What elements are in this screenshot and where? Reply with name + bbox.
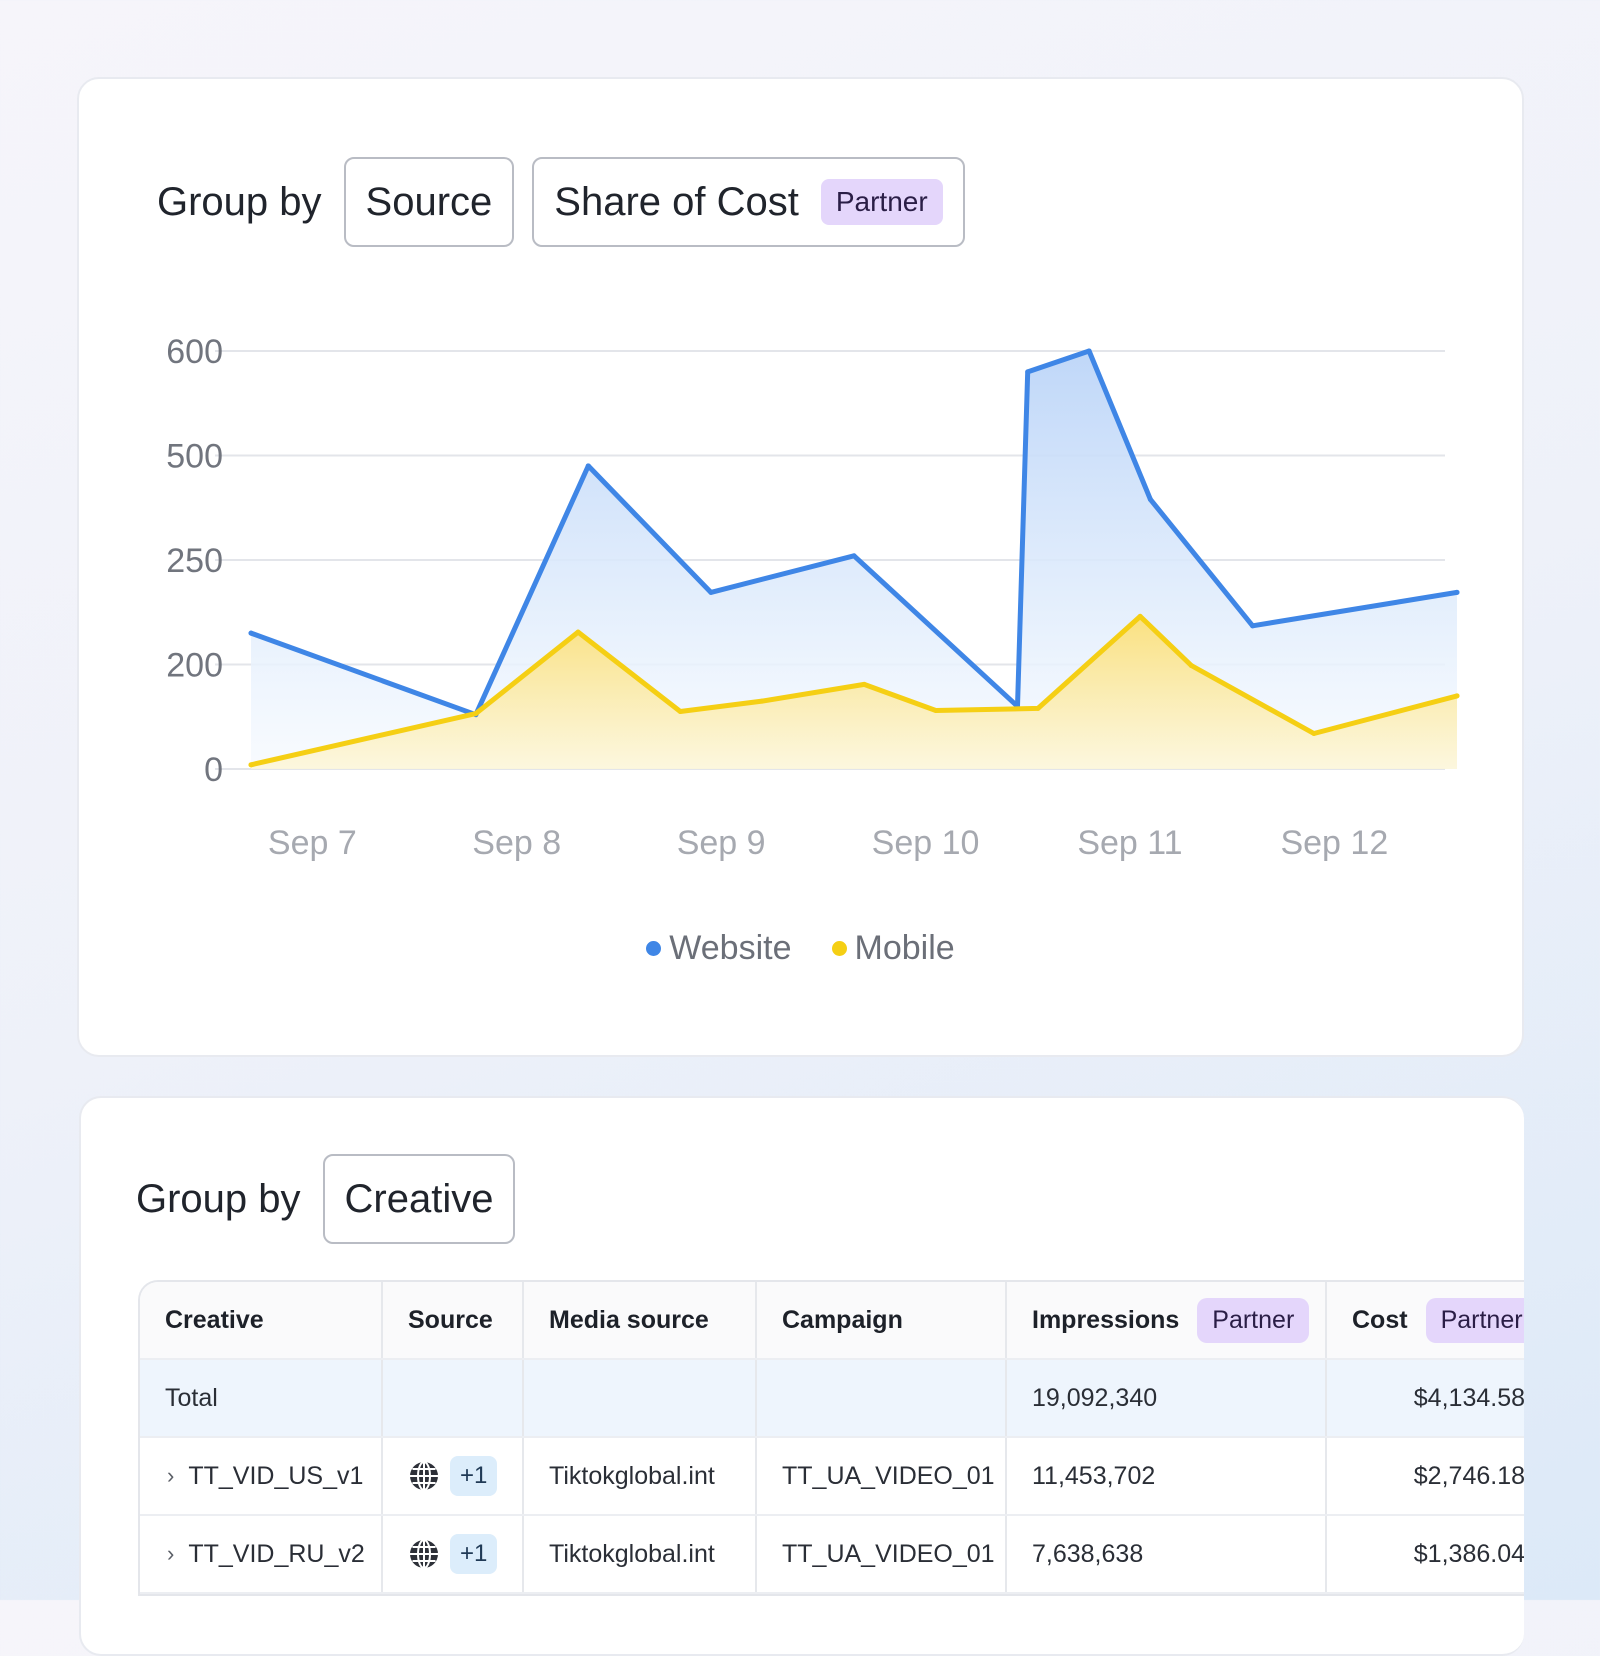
column-header-label: Source [408, 1305, 493, 1334]
column-header-cost[interactable]: Cost Partner [1327, 1282, 1524, 1358]
partner-badge: Partner [1425, 1297, 1524, 1343]
data-point-mobile [933, 707, 939, 713]
data-point-mobile [1454, 693, 1460, 699]
total-impressions: 19,092,340 [1007, 1360, 1327, 1436]
chart-legend: Website Mobile [79, 929, 1522, 968]
cost-cell: $1,386.04 [1413, 1539, 1524, 1568]
data-point-mobile [473, 711, 479, 717]
source-cell: +1 [383, 1516, 524, 1592]
source-extra-badge[interactable]: +1 [450, 1534, 498, 1574]
media-source-cell: Tiktokglobal.int [524, 1516, 757, 1592]
column-header-source[interactable]: Source [383, 1282, 524, 1358]
partner-badge: Partner [1197, 1297, 1310, 1343]
data-point-website [1086, 348, 1092, 354]
creative-pill[interactable]: Creative [322, 1154, 516, 1244]
table-total-row: Total 19,092,340 $4,134.58 [140, 1360, 1524, 1438]
legend-item-mobile[interactable]: Mobile [831, 929, 955, 968]
data-point-mobile [1137, 613, 1143, 619]
data-point-mobile [1311, 730, 1317, 736]
share-of-cost-label: Share of Cost [554, 179, 799, 224]
creative-cell: › TT_VID_US_v1 [140, 1438, 383, 1514]
legend-item-website[interactable]: Website [646, 929, 792, 968]
impressions-cell: 11,453,702 [1007, 1438, 1327, 1514]
column-header-creative[interactable]: Creative [140, 1282, 383, 1358]
chart-card: Group by Source Share of Cost Partner 0 2… [77, 77, 1524, 1057]
column-header-label: Impressions [1032, 1305, 1180, 1334]
data-point-website [1147, 496, 1153, 502]
legend-label-website: Website [669, 929, 792, 967]
data-point-mobile [861, 681, 867, 687]
column-header-label: Creative [165, 1305, 264, 1334]
source-pill[interactable]: Source [343, 157, 515, 247]
impressions-cell: 7,638,638 [1007, 1516, 1327, 1592]
creative-name: TT_VID_RU_v2 [188, 1539, 365, 1568]
media-source-cell: Tiktokglobal.int [524, 1438, 757, 1514]
partner-badge: Partner [820, 178, 943, 226]
share-of-cost-pill[interactable]: Share of Cost Partner [532, 157, 965, 247]
x-tick-label: Sep 8 [472, 824, 561, 862]
creative-name: TT_VID_US_v1 [188, 1461, 364, 1490]
legend-label-mobile: Mobile [854, 929, 955, 967]
campaign-cell: TT_UA_VIDEO_01 [757, 1516, 1007, 1592]
source-cell: +1 [383, 1438, 524, 1514]
total-cost: $4,134.58 [1413, 1383, 1524, 1412]
total-campaign-cell [757, 1360, 1007, 1436]
column-header-label: Cost [1352, 1305, 1408, 1334]
y-tick-label: 600 [166, 333, 223, 371]
x-tick-label: Sep 10 [872, 824, 980, 862]
website-dot-icon [646, 941, 662, 956]
column-header-campaign[interactable]: Campaign [757, 1282, 1007, 1358]
chevron-right-icon[interactable]: › [167, 1541, 175, 1566]
data-point-website [1454, 589, 1460, 595]
column-header-impressions[interactable]: Impressions Partner [1007, 1282, 1327, 1358]
table-header: Creative Source Media source Campaign Im… [140, 1282, 1524, 1360]
data-point-website [851, 553, 857, 559]
total-label: Total [140, 1360, 383, 1436]
creative-cell: › TT_VID_RU_v2 [140, 1516, 383, 1592]
y-tick-label: 250 [166, 542, 223, 580]
y-tick-label: 200 [166, 647, 223, 685]
data-point-mobile [677, 709, 683, 715]
x-tick-label: Sep 7 [268, 824, 357, 862]
column-header-label: Media source [549, 1305, 709, 1334]
mobile-dot-icon [831, 941, 847, 956]
data-point-website [1250, 623, 1256, 629]
table-row[interactable]: › TT_VID_RU_v2 +1 Tiktokglobal.int [140, 1516, 1524, 1594]
globe-icon [410, 1461, 438, 1491]
source-extra-badge[interactable]: +1 [450, 1456, 498, 1496]
area-chart: 0 200 250 500 600 Sep 7 Sep 8 Sep 9 Sep 10 Sep 11… [166, 333, 1460, 862]
x-tick-label: Sep 9 [677, 824, 766, 862]
y-tick-label: 500 [166, 438, 223, 476]
groupby-label: Group by [136, 1176, 301, 1221]
chevron-right-icon[interactable]: › [167, 1463, 175, 1488]
cost-cell: $2,746.18 [1413, 1461, 1524, 1490]
chart-groupby: Group by Source Share of Cost Partner [157, 157, 983, 247]
y-tick-label: 0 [204, 751, 223, 789]
data-point-mobile [1188, 663, 1194, 669]
source-pill-label: Source [365, 179, 493, 224]
data-point-mobile [575, 629, 581, 635]
data-point-website [248, 630, 254, 636]
data-point-mobile [248, 762, 254, 768]
x-tick-label: Sep 11 [1077, 824, 1182, 862]
data-point-website [585, 463, 591, 469]
x-tick-label: Sep 12 [1280, 824, 1388, 862]
column-header-media-source[interactable]: Media source [524, 1282, 757, 1358]
total-source-cell [383, 1360, 524, 1436]
data-point-mobile [1035, 705, 1041, 711]
table-row[interactable]: › TT_VID_US_v1 +1 Tiktokglobal.int [140, 1438, 1524, 1516]
creative-table: Creative Source Media source Campaign Im… [138, 1280, 1524, 1596]
data-point-website [708, 589, 714, 595]
data-point-website [1025, 369, 1031, 375]
table-card: Group by Creative Creative Source Media … [79, 1096, 1524, 1656]
data-point-mobile [759, 698, 765, 704]
total-media-source-cell [524, 1360, 757, 1436]
line-mobile [248, 613, 1460, 768]
column-header-label: Campaign [782, 1305, 903, 1334]
globe-icon [410, 1539, 438, 1569]
creative-pill-label: Creative [344, 1176, 494, 1221]
groupby-label: Group by [157, 179, 322, 224]
table-groupby: Group by Creative [136, 1154, 533, 1244]
campaign-cell: TT_UA_VIDEO_01 [757, 1438, 1007, 1514]
